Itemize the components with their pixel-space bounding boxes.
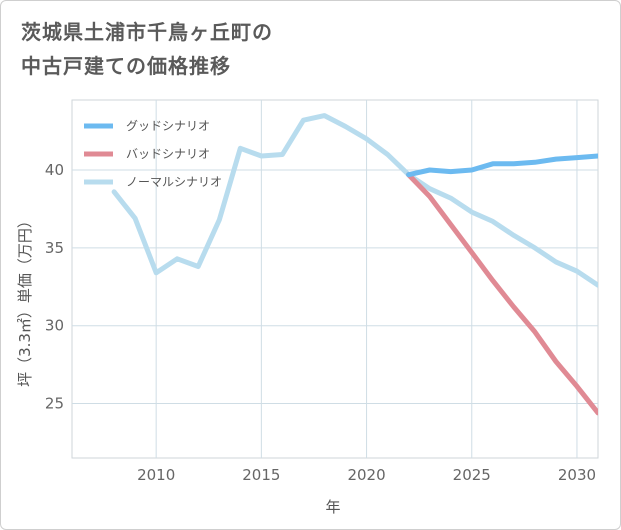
series-layer <box>111 113 598 416</box>
legend-label-0: グッドシナリオ <box>126 119 210 133</box>
x-axis-ticks: 2010 2015 2020 2025 2030 <box>137 466 596 484</box>
plot-area <box>71 99 599 459</box>
y-tick-label: 25 <box>45 395 64 413</box>
series-line-2 <box>111 113 598 288</box>
y-tick-label: 40 <box>45 161 64 179</box>
y-tick-label: 35 <box>45 239 64 257</box>
chart-title: 茨城県土浦市千鳥ヶ丘町の 中古戸建ての価格推移 <box>21 15 273 83</box>
series-line-0 <box>406 153 598 178</box>
x-tick-label: 2020 <box>347 466 385 484</box>
x-tick-label: 2010 <box>137 466 175 484</box>
x-tick-label: 2025 <box>453 466 491 484</box>
x-axis-label: 年 <box>325 498 340 516</box>
y-axis-label: 坪（3.3㎡）単価（万円） <box>16 213 34 387</box>
grid <box>72 100 598 458</box>
legend-label-1: バッドシナリオ <box>126 147 210 161</box>
x-tick-label: 2015 <box>242 466 280 484</box>
legend-label-2: ノーマルシナリオ <box>126 175 222 189</box>
x-tick-label: 2030 <box>558 466 596 484</box>
chart-title-line-2: 中古戸建ての価格推移 <box>21 54 231 78</box>
y-tick-label: 30 <box>45 317 64 335</box>
chart-title-line-1: 茨城県土浦市千鳥ヶ丘町の <box>21 20 273 44</box>
y-axis-ticks: 25 30 35 40 <box>45 161 64 412</box>
series-line-1 <box>406 172 598 416</box>
